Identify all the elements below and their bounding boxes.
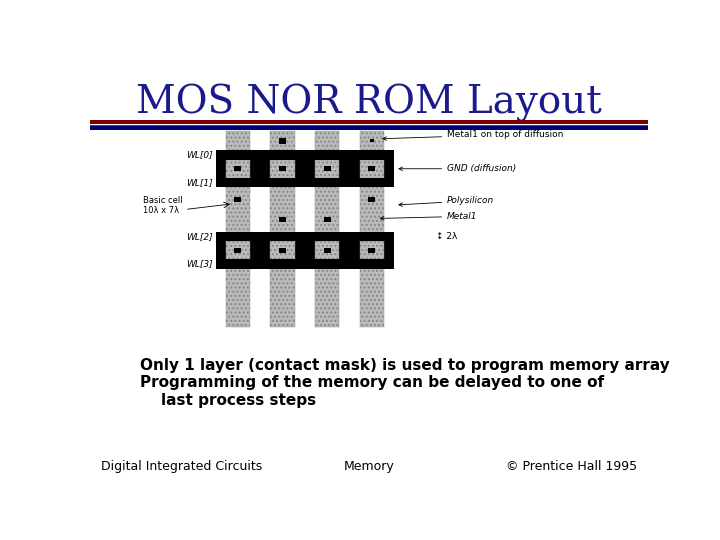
Bar — [279, 138, 286, 144]
Bar — [279, 247, 286, 253]
Bar — [215, 241, 394, 259]
Bar — [215, 178, 394, 187]
Bar — [270, 160, 294, 178]
Bar — [315, 160, 339, 178]
Bar — [215, 259, 394, 268]
Text: WL[2]: WL[2] — [186, 232, 213, 241]
Bar — [90, 126, 648, 130]
Bar — [215, 160, 394, 178]
Bar — [368, 166, 375, 172]
Bar — [270, 131, 294, 327]
Bar — [368, 197, 375, 202]
Bar — [359, 131, 384, 327]
Text: WL[1]: WL[1] — [186, 178, 213, 187]
Text: last process steps: last process steps — [140, 393, 316, 408]
Bar — [359, 160, 384, 178]
Bar — [90, 120, 648, 124]
Text: Digital Integrated Circuits: Digital Integrated Circuits — [101, 460, 262, 473]
Bar — [323, 247, 330, 253]
Bar — [370, 139, 374, 143]
Bar — [323, 166, 330, 172]
Bar — [234, 197, 241, 202]
Text: MOS NOR ROM Layout: MOS NOR ROM Layout — [136, 84, 602, 122]
Bar — [225, 241, 250, 259]
Bar — [315, 241, 339, 259]
Bar — [234, 247, 241, 253]
Text: Memory: Memory — [343, 460, 395, 473]
Text: Programming of the memory can be delayed to one of: Programming of the memory can be delayed… — [140, 375, 604, 390]
Bar — [215, 232, 394, 241]
Text: Only 1 layer (contact mask) is used to program memory array: Only 1 layer (contact mask) is used to p… — [140, 358, 670, 373]
Bar — [323, 217, 330, 222]
Text: GND (diffusion): GND (diffusion) — [399, 164, 516, 173]
Bar — [359, 241, 384, 259]
Text: Metal1: Metal1 — [380, 212, 477, 221]
Text: © Prentice Hall 1995: © Prentice Hall 1995 — [505, 460, 637, 473]
Bar — [215, 151, 394, 160]
Text: WL[3]: WL[3] — [186, 259, 213, 268]
Bar — [225, 160, 250, 178]
Bar — [368, 247, 375, 253]
Bar — [234, 166, 241, 172]
Bar — [279, 166, 286, 172]
Bar — [315, 131, 339, 327]
Bar — [270, 241, 294, 259]
Text: Basic cell
10λ x 7λ: Basic cell 10λ x 7λ — [143, 195, 183, 215]
Bar — [225, 131, 250, 327]
Text: ↕ 2λ: ↕ 2λ — [436, 232, 457, 241]
Text: Polysilicon: Polysilicon — [399, 197, 495, 206]
Bar — [279, 217, 286, 222]
Bar — [90, 125, 648, 127]
Text: WL[0]: WL[0] — [186, 151, 213, 159]
Text: Metal1 on top of diffusion: Metal1 on top of diffusion — [383, 130, 564, 140]
